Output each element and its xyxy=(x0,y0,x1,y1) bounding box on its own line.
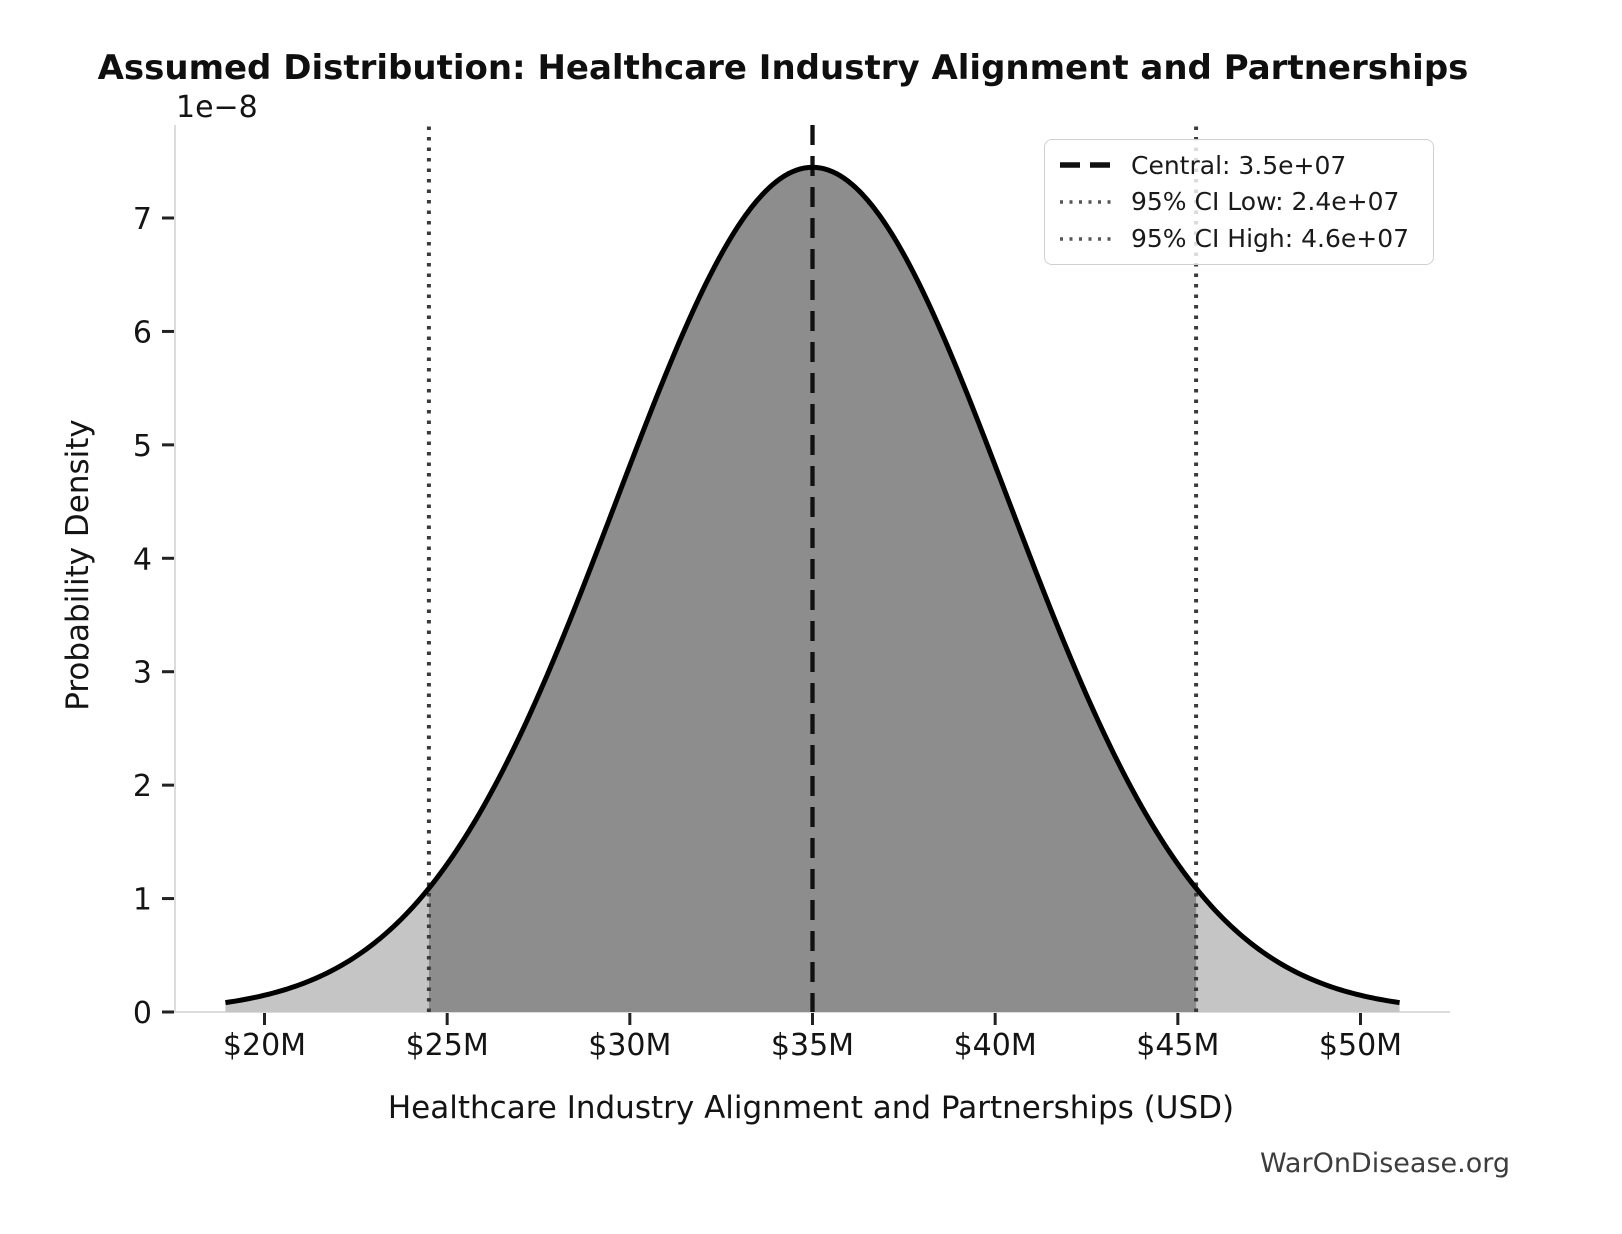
x-tick-label: $50M xyxy=(1319,1028,1402,1063)
y-tick-label: 1 xyxy=(133,883,152,918)
x-axis-label: Healthcare Industry Alignment and Partne… xyxy=(387,1090,1235,1126)
legend-label-ci-low: 95% CI Low: 2.4e+07 xyxy=(1131,187,1400,217)
legend-label-ci-high: 95% CI High: 4.6e+07 xyxy=(1131,224,1410,254)
y-tick-label: 4 xyxy=(133,542,152,577)
dotted-line-icon xyxy=(1060,236,1112,241)
x-tick-label: $35M xyxy=(771,1028,854,1063)
chart-title: Assumed Distribution: Healthcare Industr… xyxy=(97,48,1469,88)
y-tick-label: 2 xyxy=(133,769,152,804)
x-tick-label: $30M xyxy=(588,1028,671,1063)
dashed-line-icon xyxy=(1060,162,1112,169)
y-tick-label: 0 xyxy=(133,996,152,1031)
y-tick-label: 3 xyxy=(133,656,152,691)
x-tick-label: $25M xyxy=(406,1028,489,1063)
legend-item-ci-low: 95% CI Low: 2.4e+07 xyxy=(1058,187,1420,216)
y-tick-label: 5 xyxy=(133,429,152,464)
watermark: WarOnDisease.org xyxy=(1259,1148,1510,1179)
legend-item-central: Central: 3.5e+07 xyxy=(1058,151,1420,180)
x-tick-label: $45M xyxy=(1136,1028,1219,1063)
x-tick-label: $40M xyxy=(954,1028,1037,1063)
y-tick-label: 6 xyxy=(133,315,152,350)
y-tick-label: 7 xyxy=(133,202,152,237)
y-axis-offset-label: 1e−8 xyxy=(176,90,258,125)
legend-label-central: Central: 3.5e+07 xyxy=(1131,150,1347,180)
density-curve xyxy=(225,164,1400,1006)
confidence-fill-area xyxy=(428,167,1197,1012)
legend-item-ci-high: 95% CI High: 4.6e+07 xyxy=(1058,224,1420,253)
x-tick-label: $20M xyxy=(223,1028,306,1063)
legend: Central: 3.5e+07 95% CI Low: 2.4e+07 95%… xyxy=(1044,139,1434,265)
dotted-line-icon xyxy=(1060,200,1112,204)
